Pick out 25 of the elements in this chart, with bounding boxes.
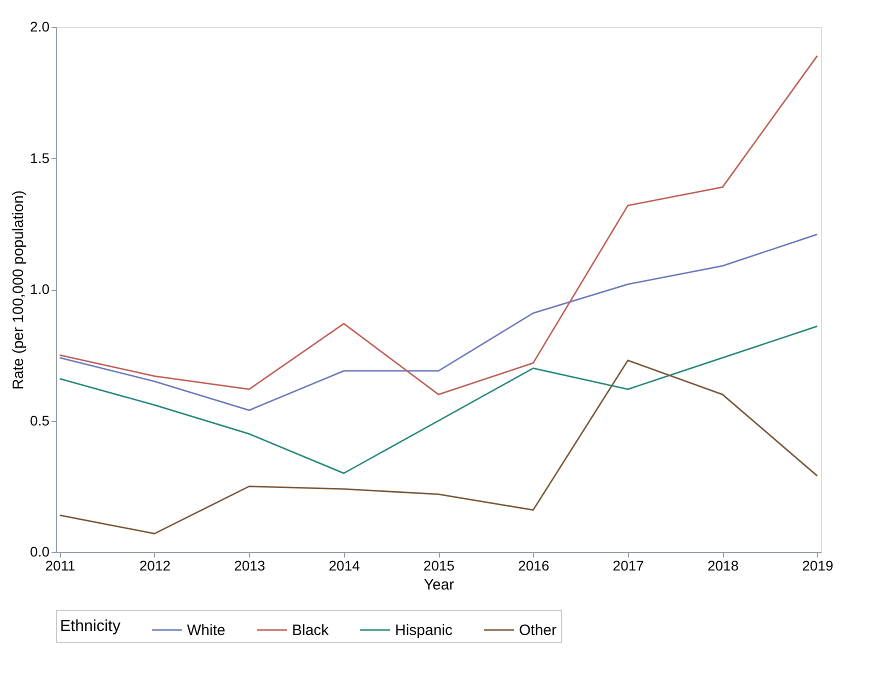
x-tick-label: 2011 [45, 558, 76, 574]
line-series [59, 55, 818, 396]
x-tick-label: 2018 [707, 558, 739, 574]
line-series [59, 326, 818, 474]
legend-title: Ethnicity [60, 618, 120, 635]
x-tick-label: 2015 [423, 558, 455, 574]
x-tick-label: 2014 [328, 558, 360, 574]
x-tick-label: 2012 [139, 558, 171, 574]
y-tick-label: 0.0 [30, 544, 50, 560]
x-tick-label: 2019 [802, 558, 834, 574]
legend-label: Black [292, 622, 330, 639]
legend-label: Other [519, 622, 557, 639]
legend-label: Hispanic [395, 622, 454, 639]
legend-label: White [187, 622, 226, 639]
y-tick-label: 1.0 [30, 281, 50, 297]
y-axis-title: Rate (per 100,000 population) [10, 190, 28, 390]
line-series [59, 360, 818, 534]
y-tick-label: 1.5 [30, 150, 50, 166]
x-tick-label: 2017 [612, 558, 644, 574]
y-tick-label: 2.0 [30, 18, 50, 34]
line-series [59, 234, 818, 411]
x-axis-title: Year [424, 576, 454, 594]
y-tick-label: 0.5 [30, 412, 50, 428]
x-tick-label: 2016 [518, 558, 550, 574]
x-tick-label: 2013 [234, 558, 266, 574]
